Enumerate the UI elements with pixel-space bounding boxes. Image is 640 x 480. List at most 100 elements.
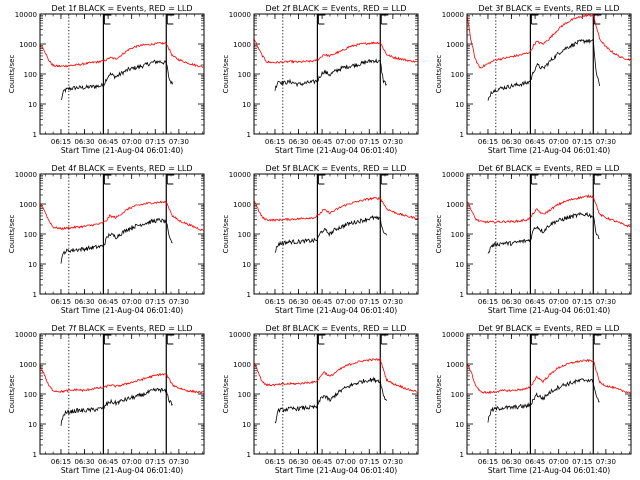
series-lld-line — [254, 357, 419, 393]
y-tick-label: 1000 — [233, 41, 251, 49]
x-tick-label: 07:30 — [596, 138, 616, 146]
plot-frame — [466, 173, 632, 295]
panel-9: Det 9f BLACK = Events, RED = LLD 1 10 100 10… — [435, 324, 632, 475]
x-axis-label: Start Time (21-Aug-04 06:01:40) — [488, 306, 610, 315]
x-axis-label: Start Time (21-Aug-04 06:01:40) — [275, 466, 397, 475]
x-tick-label: 06:30 — [501, 298, 521, 306]
x-tick-label: 07:00 — [336, 298, 356, 306]
y-tick-label: 100 — [24, 71, 37, 79]
y-tick-label: 10 — [28, 101, 37, 109]
panel-title: Det 2f BLACK = Events, RED = LLD — [265, 4, 406, 13]
y-axis-label: Counts/sec — [8, 375, 16, 414]
y-axis-label: Counts/sec — [222, 215, 230, 254]
corner-bracket — [380, 14, 389, 25]
y-tick-label: 1000 — [446, 361, 464, 369]
y-tick-label: 10 — [242, 261, 251, 269]
panel-5: Det 5f BLACK = Events, RED = LLD 1 10 100 10… — [222, 164, 419, 315]
series-events-line — [274, 376, 387, 424]
plot-frame — [39, 13, 205, 135]
y-axis-label: Counts/sec — [435, 215, 443, 254]
corner-bracket — [530, 14, 539, 25]
corner-bracket — [530, 174, 539, 185]
y-tick-label: 10 — [28, 261, 37, 269]
y-tick-label: 10 — [28, 421, 37, 429]
panel-1: Det 1f BLACK = Events, RED = LLD 1 10 100 10… — [8, 4, 205, 155]
corner-bracket — [103, 14, 112, 25]
series-lld-line — [467, 194, 632, 228]
y-axis-label: Counts/sec — [435, 375, 443, 414]
y-tick-label: 100 — [238, 391, 251, 399]
plot-frame — [253, 173, 419, 295]
panel-title: Det 4f BLACK = Events, RED = LLD — [51, 164, 192, 173]
x-tick-label: 07:00 — [336, 458, 356, 466]
panel-2: Det 2f BLACK = Events, RED = LLD 1 10 100 10… — [222, 4, 419, 155]
panel-title: Det 1f BLACK = Events, RED = LLD — [51, 4, 192, 13]
x-tick-label: 07:15 — [572, 138, 592, 146]
panel-title: Det 7f BLACK = Events, RED = LLD — [51, 324, 192, 333]
y-tick-label: 10000 — [15, 171, 37, 179]
x-axis-label: Start Time (21-Aug-04 06:01:40) — [61, 306, 183, 315]
corner-bracket — [166, 174, 175, 185]
y-tick-label: 10000 — [442, 171, 464, 179]
y-tick-label: 10000 — [442, 11, 464, 19]
x-tick-label: 07:15 — [572, 298, 592, 306]
corner-bracket — [317, 334, 326, 345]
y-tick-label: 1 — [460, 451, 464, 459]
x-axis-label: Start Time (21-Aug-04 06:01:40) — [488, 146, 610, 155]
y-tick-label: 1 — [247, 131, 251, 139]
y-tick-label: 10000 — [15, 11, 37, 19]
x-tick-label: 06:15 — [265, 298, 285, 306]
plot-frame — [39, 333, 205, 455]
y-tick-label: 100 — [451, 391, 464, 399]
corner-bracket — [593, 174, 602, 185]
panel-title: Det 5f BLACK = Events, RED = LLD — [265, 164, 406, 173]
x-axis-label: Start Time (21-Aug-04 06:01:40) — [275, 146, 397, 155]
x-tick-label: 06:45 — [525, 458, 545, 466]
x-tick-label: 07:00 — [549, 298, 569, 306]
y-tick-label: 10 — [242, 421, 251, 429]
x-tick-label: 07:00 — [549, 138, 569, 146]
x-tick-label: 06:15 — [265, 138, 285, 146]
y-tick-label: 1 — [460, 131, 464, 139]
series-lld-line — [467, 14, 632, 69]
series-lld-line — [40, 200, 205, 231]
plot-frame — [466, 13, 632, 135]
x-tick-label: 07:00 — [122, 138, 142, 146]
x-tick-label: 06:15 — [478, 298, 498, 306]
corner-bracket — [317, 14, 326, 25]
y-tick-label: 1000 — [19, 201, 37, 209]
x-tick-label: 06:30 — [288, 138, 308, 146]
y-tick-label: 1000 — [233, 361, 251, 369]
y-tick-label: 1000 — [233, 201, 251, 209]
x-tick-label: 06:45 — [312, 298, 332, 306]
series-events-line — [274, 214, 387, 253]
series-lld-line — [467, 358, 631, 395]
y-tick-label: 10000 — [229, 331, 251, 339]
y-tick-label: 100 — [451, 231, 464, 239]
x-tick-label: 07:00 — [336, 138, 356, 146]
y-tick-label: 1000 — [446, 201, 464, 209]
y-tick-label: 1 — [33, 291, 37, 299]
x-tick-label: 07:15 — [572, 458, 592, 466]
x-tick-label: 07:30 — [169, 138, 189, 146]
x-tick-label: 07:15 — [359, 458, 379, 466]
y-tick-label: 1000 — [19, 361, 37, 369]
panel-title: Det 6f BLACK = Events, RED = LLD — [478, 164, 619, 173]
corner-bracket — [380, 334, 389, 345]
y-tick-label: 10 — [455, 261, 464, 269]
x-tick-label: 07:30 — [383, 298, 403, 306]
y-tick-label: 100 — [238, 231, 251, 239]
x-tick-label: 06:15 — [51, 458, 71, 466]
x-tick-label: 06:45 — [98, 458, 118, 466]
x-tick-label: 06:45 — [98, 298, 118, 306]
panel-title: Det 8f BLACK = Events, RED = LLD — [265, 324, 406, 333]
panel-3: Det 3f BLACK = Events, RED = LLD 1 10 100 10… — [435, 4, 632, 155]
series-events-line — [487, 211, 600, 254]
panel-8: Det 8f BLACK = Events, RED = LLD 1 10 100 10… — [222, 324, 419, 475]
x-tick-label: 06:45 — [312, 138, 332, 146]
x-tick-label: 06:30 — [501, 458, 521, 466]
series-events-line — [60, 387, 173, 426]
series-events-line — [60, 59, 173, 101]
y-tick-label: 1 — [33, 451, 37, 459]
